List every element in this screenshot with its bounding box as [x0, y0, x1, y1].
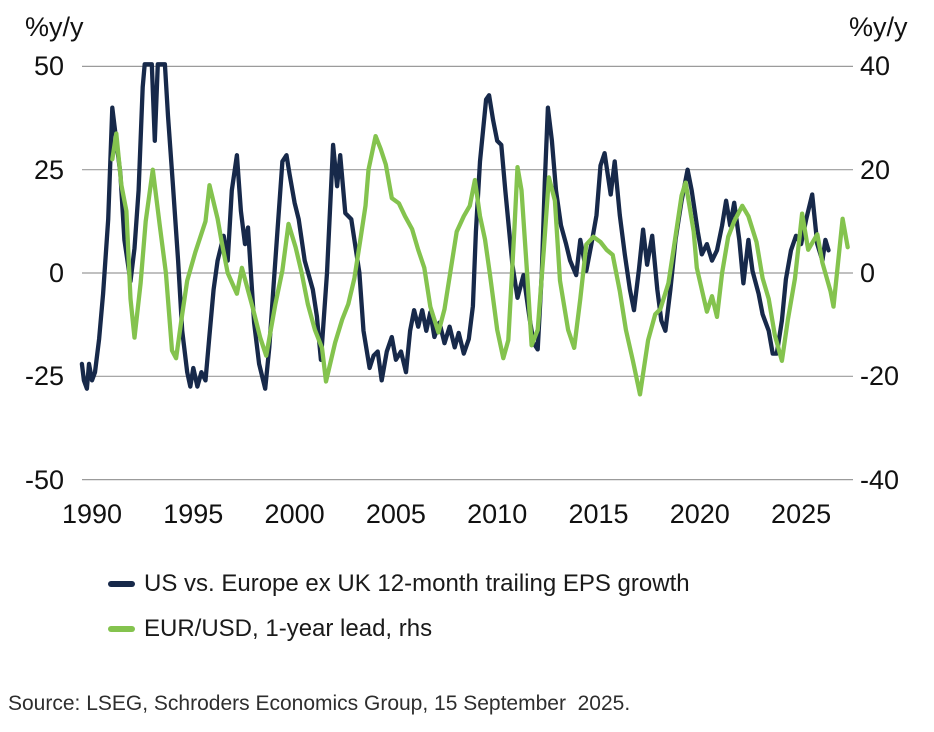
- x-axis-tick: 2015: [568, 499, 629, 529]
- y-axis-tick-left: 50: [33, 51, 64, 82]
- legend-item-eurusd: EUR/USD, 1-year lead, rhs: [108, 606, 690, 651]
- y-axis-tick-right: -40: [860, 464, 900, 495]
- y-axis-tick-right: -20: [860, 361, 900, 392]
- legend-label-eurusd: EUR/USD, 1-year lead, rhs: [144, 614, 433, 642]
- series-line-eps: [79, 62, 831, 391]
- x-axis-tick: 2020: [669, 499, 730, 529]
- legend-item-eps: US vs. Europe ex UK 12-month trailing EP…: [108, 561, 690, 606]
- x-axis-tick: 2025: [771, 499, 832, 529]
- left-axis-unit-label: %y/y: [25, 12, 84, 42]
- y-axis-tick-left: 0: [48, 258, 64, 288]
- chart-legend: US vs. Europe ex UK 12-month trailing EP…: [108, 561, 690, 651]
- y-axis-tick-left: -25: [24, 361, 64, 392]
- x-axis-tick: 2005: [365, 499, 426, 529]
- y-axis-tick-left: -50: [24, 464, 64, 495]
- x-axis-tick: 2000: [264, 499, 325, 529]
- source-attribution: Source: LSEG, Schroders Economics Group,…: [8, 692, 631, 715]
- x-axis-tick: 1995: [163, 499, 224, 529]
- legend-label-eps: US vs. Europe ex UK 12-month trailing EP…: [144, 569, 690, 597]
- legend-swatch-eurusd-icon: [108, 625, 135, 632]
- y-axis-tick-right: 40: [860, 51, 891, 82]
- x-axis-tick: 1990: [61, 499, 123, 529]
- series-line-eurusd: [110, 131, 850, 397]
- x-axis-tick: 2010: [467, 499, 528, 529]
- right-axis-unit-label: %y/y: [849, 12, 908, 42]
- legend-swatch-eps-icon: [108, 580, 135, 587]
- y-axis-tick-right: 0: [860, 258, 876, 288]
- y-axis-tick-left: 25: [33, 154, 64, 185]
- chart-canvas: [79, 62, 853, 481]
- y-axis-tick-right: 20: [860, 154, 891, 185]
